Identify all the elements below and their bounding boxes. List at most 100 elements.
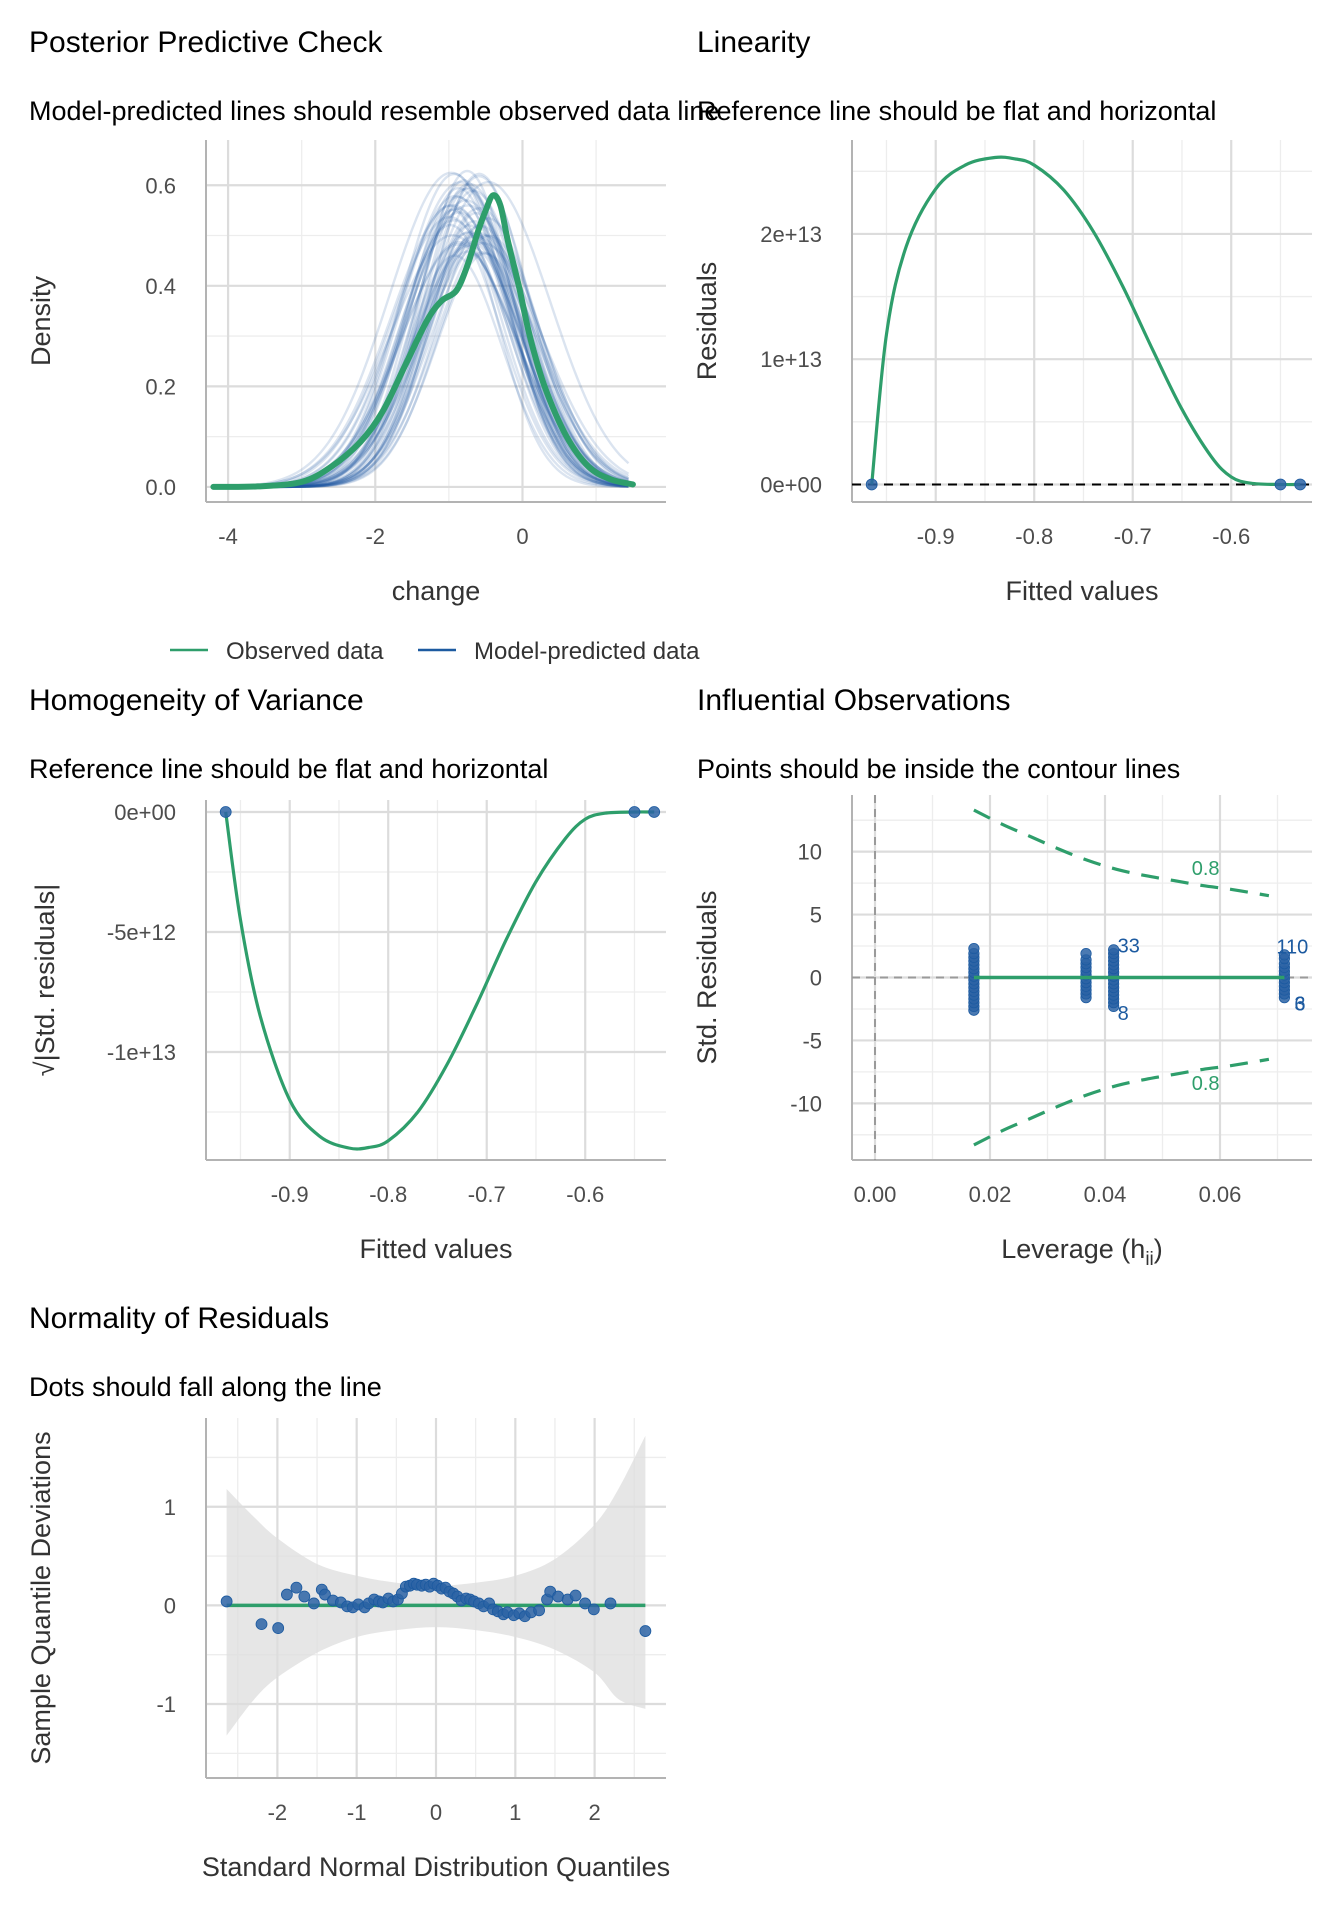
x-tick-label: 0.06: [1199, 1182, 1242, 1207]
x-axis-label: Fitted values: [1005, 576, 1158, 606]
x-tick-label: 0.00: [854, 1182, 897, 1207]
y-tick-label: -1e+13: [107, 1040, 176, 1065]
panel-subtitle: Points should be inside the contour line…: [697, 754, 1180, 784]
point-label: 3: [1294, 993, 1305, 1015]
x-tick-label: 0: [516, 524, 528, 549]
x-tick-label: -2: [365, 524, 385, 549]
residual-point: [1294, 478, 1307, 491]
x-tick-label: 0.02: [969, 1182, 1012, 1207]
x-tick-label: -0.9: [917, 524, 955, 549]
influence-axes: 0.00 0.02 0.04 0.06 -10 -5 0 5 10 Influential Obs…: [692, 684, 1312, 1207]
qq-point: [290, 1581, 303, 1594]
ppc-axes: -4 -2 0 0.0 0.2 0.4 0.6 Posterior Predictive Ch…: [26, 26, 719, 606]
panel-subtitle: Dots should fall along the line: [29, 1372, 382, 1402]
qq-point: [307, 1597, 320, 1610]
y-axis-label: √|Std. residuals|: [30, 884, 60, 1076]
x-axis-label: Fitted values: [359, 1234, 512, 1264]
residual-point: [219, 806, 232, 818]
y-tick-label: 0e+00: [114, 800, 176, 825]
y-tick-label: 0.2: [145, 374, 176, 399]
smooth-line: [224, 810, 655, 1151]
point-label: 6: [1294, 993, 1305, 1015]
contour-label: 0.8: [1192, 858, 1220, 880]
homogeneity-series: [219, 806, 661, 1151]
x-tick-label: -0.7: [1114, 524, 1152, 549]
qq-point: [298, 1590, 311, 1603]
ppc-series: [210, 169, 636, 490]
influence-point: [1108, 944, 1120, 956]
x-tick-label: -1: [347, 1800, 367, 1825]
panel-title: Homogeneity of Variance: [29, 684, 364, 717]
qq-point: [569, 1589, 582, 1602]
x-tick-label: -0.6: [1212, 524, 1250, 549]
y-tick-label: 1e+13: [760, 347, 822, 372]
panel-subtitle: Reference line should be flat and horizo…: [697, 96, 1216, 126]
qq-point: [319, 1588, 331, 1601]
panel-title: Normality of Residuals: [29, 1302, 329, 1335]
y-tick-label: 0.4: [145, 274, 176, 299]
y-tick-label: 0: [810, 966, 822, 991]
x-tick-label: -0.6: [566, 1182, 604, 1207]
point-label: 110: [1276, 937, 1308, 959]
linearity-series: [852, 155, 1312, 491]
influence-series: 0.8 0.8 33 8 110 63: [852, 795, 1312, 1160]
influence-point: [1278, 949, 1291, 961]
x-tick-label: -2: [268, 1800, 288, 1825]
x-tick-label: -0.8: [1015, 524, 1053, 549]
influence-point: [968, 942, 980, 955]
qq-point: [533, 1604, 546, 1617]
y-axis-label: Std. Residuals: [692, 890, 722, 1064]
y-tick-label: -5e+12: [107, 920, 176, 945]
x-tick-label: 1: [509, 1800, 521, 1825]
x-axis-label: change: [392, 576, 481, 606]
x-tick-label: -0.7: [468, 1182, 506, 1207]
x-tick-label: 0: [430, 1800, 442, 1825]
qq-point: [255, 1618, 268, 1631]
y-tick-label: 0e+00: [760, 472, 822, 497]
cooks-contour-upper: [973, 808, 1270, 898]
contour-label: 0.8: [1192, 1073, 1220, 1095]
smooth-line: [870, 155, 1301, 487]
qq-point: [220, 1595, 233, 1608]
y-tick-label: -10: [790, 1091, 822, 1116]
panel-title: Influential Observations: [697, 684, 1011, 717]
y-tick-label: 0.6: [145, 173, 176, 198]
y-tick-label: -1: [156, 1692, 176, 1717]
x-tick-label: -0.9: [271, 1182, 309, 1207]
qq-point: [272, 1622, 285, 1634]
legend: Observed data Model-predicted data: [170, 638, 700, 665]
y-tick-label: 5: [810, 903, 822, 928]
linearity-axes: -0.9 -0.8 -0.7 -0.6 0e+00 1e+13 2e+13 Linearity…: [692, 26, 1312, 606]
x-axis-label: Standard Normal Distribution Quantiles: [202, 1852, 670, 1882]
residual-point: [865, 478, 878, 491]
qq-point: [587, 1603, 600, 1616]
residual-point: [648, 806, 661, 818]
homogeneity-axes: -0.9 -0.8 -0.7 -0.6 0e+00 -5e+12 -1e+13 Homogen…: [29, 684, 666, 1264]
y-tick-label: 0: [164, 1593, 176, 1618]
model-predicted-line: [213, 234, 629, 488]
y-axis-label: Sample Quantile Deviations: [26, 1431, 56, 1764]
panel-subtitle: Model-predicted lines should resemble ob…: [29, 96, 719, 126]
qq-point: [280, 1588, 293, 1601]
panel-title: Posterior Predictive Check: [29, 26, 383, 59]
y-axis-label: Residuals: [692, 262, 722, 381]
cooks-contour-lower: [973, 1057, 1270, 1147]
point-label: 8: [1118, 1003, 1129, 1025]
x-axis-label: Leverage (hii): [1001, 1234, 1163, 1270]
residual-point: [1274, 478, 1287, 491]
y-tick-label: 1: [164, 1495, 176, 1520]
qq-point: [579, 1597, 592, 1610]
x-tick-label: 2: [588, 1800, 600, 1825]
point-label: 33: [1118, 935, 1140, 957]
y-axis-label: Density: [26, 275, 56, 366]
legend-label-observed: Observed data: [226, 638, 384, 665]
y-tick-label: 0.0: [145, 475, 176, 500]
legend-label-predicted: Model-predicted data: [474, 638, 700, 665]
observed-data-line: [210, 192, 636, 490]
qq-point: [604, 1597, 617, 1610]
influence-point: [1080, 947, 1092, 960]
residual-point: [628, 806, 641, 818]
x-tick-label: 0.04: [1084, 1182, 1127, 1207]
panel-subtitle: Reference line should be flat and horizo…: [29, 754, 548, 784]
